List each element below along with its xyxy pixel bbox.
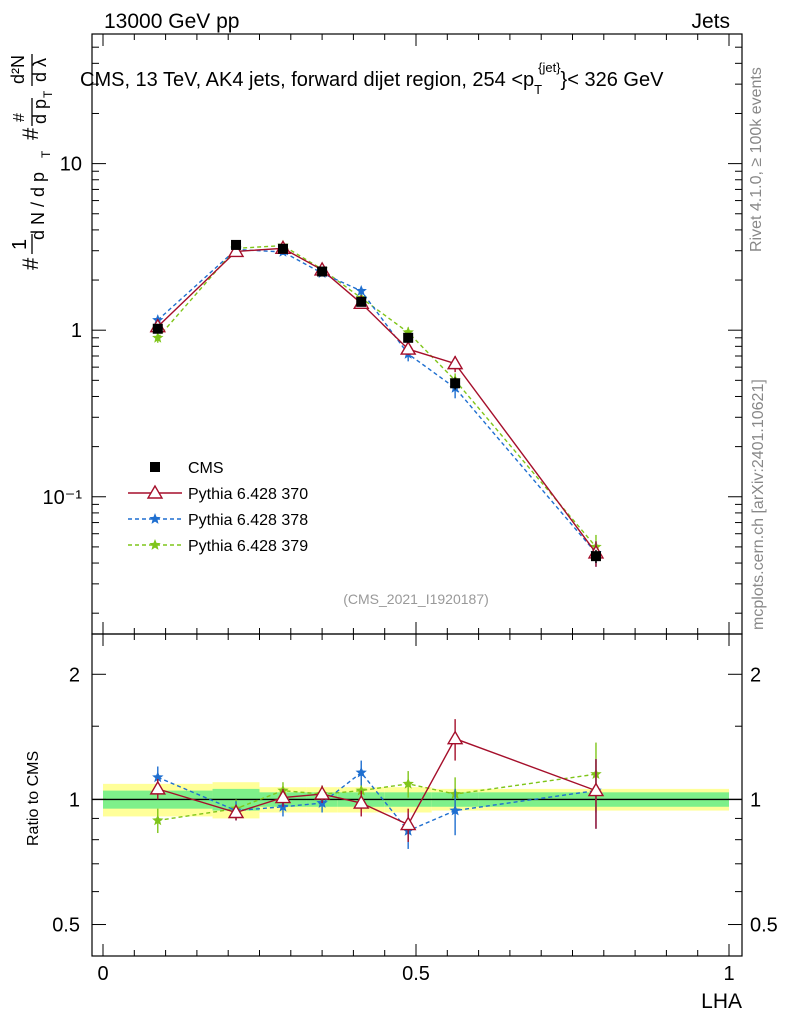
legend-label-p378: Pythia 6.428 378 — [188, 512, 308, 529]
point-data — [590, 551, 601, 562]
svg-text:d²N: d²N — [8, 55, 28, 84]
point-p378 — [355, 285, 367, 296]
y-tick-label: 1 — [71, 320, 82, 342]
point-data — [403, 332, 414, 343]
legend-label-p379: Pythia 6.428 379 — [188, 538, 308, 555]
rivet-label: Rivet 4.1.0, ≥ 100k events — [748, 67, 765, 252]
ratio-tick-label-left: 2 — [69, 664, 80, 686]
ratio-tick-label-left: 0.5 — [52, 915, 80, 937]
x-tick-label: 0.5 — [402, 963, 430, 985]
legend-entry-p378: Pythia 6.428 378 — [128, 512, 308, 529]
ratio-series-p370 — [149, 719, 605, 842]
plot-title: CMS, 13 TeV, AK4 jets, forward dijet reg… — [80, 60, 664, 97]
ratio-line-p379 — [157, 773, 597, 822]
y-axis-label-ratio: Ratio to CMS — [25, 751, 42, 846]
plot-title-sup: {jet} — [538, 60, 561, 75]
ratio-point-p379 — [152, 814, 164, 826]
plot-title-tail: }< 326 GeV — [561, 69, 665, 91]
ratio-point-p378 — [449, 804, 461, 816]
legend-marker-p370 — [146, 484, 164, 499]
svg-text:#: # — [18, 257, 43, 270]
legend-label-data: CMS — [188, 460, 224, 477]
point-p370 — [446, 355, 464, 370]
svg-text:T: T — [39, 150, 53, 158]
point-p379 — [152, 331, 164, 343]
legend-entry-p379: Pythia 6.428 379 — [128, 538, 308, 555]
ratio-line-p370 — [157, 737, 597, 826]
legend-marker-p378 — [149, 513, 161, 524]
y-tick-label: 10⁻¹ — [43, 487, 83, 509]
ratio-point-p378 — [152, 771, 164, 783]
ratio-point-p370 — [587, 782, 605, 797]
y-axis-label-top: # 1 d N / d p T # # d p T d²N d λ — [8, 54, 55, 270]
plot-title-sub: T — [534, 82, 542, 97]
ratio-point-p370 — [227, 804, 245, 819]
x-axis-label: LHA — [701, 990, 742, 1013]
x-tick-label: 0 — [97, 963, 108, 985]
series-line-p379 — [157, 244, 597, 548]
legend-entry-p370: Pythia 6.428 370 — [128, 484, 308, 503]
ratio-point-p379 — [402, 777, 414, 789]
svg-text:#: # — [18, 127, 43, 140]
ratio-point-p370 — [399, 816, 417, 831]
series-data — [152, 239, 601, 564]
ratio-tick-label-right: 1 — [750, 789, 761, 811]
legend-marker-data — [150, 462, 160, 472]
svg-text:#: # — [11, 113, 28, 122]
ratio-point-p370 — [149, 780, 166, 795]
ratio-tick-label-left: 1 — [69, 789, 80, 811]
header-right: Jets — [691, 10, 730, 33]
point-data — [277, 243, 288, 254]
legend-label-p370: Pythia 6.428 370 — [188, 486, 308, 503]
header-left: 13000 GeV pp — [104, 10, 239, 33]
ratio-point-p370 — [313, 785, 331, 800]
ratio-point-p370 — [446, 730, 464, 745]
svg-text:d N / d p: d N / d p — [28, 172, 48, 240]
point-p370 — [227, 243, 245, 258]
series-line-p378 — [157, 248, 597, 554]
svg-text:T: T — [41, 90, 55, 98]
x-tick-label: 1 — [723, 963, 734, 985]
ratio-point-p379 — [355, 784, 367, 796]
analysis-id: (CMS_2021_I1920187) — [343, 591, 489, 607]
legend-entry-data: CMS — [150, 460, 224, 477]
svg-text:d p: d p — [30, 99, 50, 124]
point-data — [231, 239, 242, 250]
svg-text:d λ: d λ — [30, 58, 50, 82]
ratio-frame — [91, 633, 743, 957]
series-line-p370 — [157, 247, 597, 554]
ratio-tick-label-right: 0.5 — [750, 915, 778, 937]
point-data — [450, 378, 461, 389]
ratio-point-p370 — [274, 789, 292, 804]
svg-text:1: 1 — [9, 239, 31, 250]
legend-marker-p379 — [149, 539, 161, 550]
y-tick-label: 10 — [60, 154, 82, 176]
point-data — [356, 296, 367, 307]
point-p370 — [399, 340, 417, 355]
ratio-point-p378 — [355, 766, 367, 778]
mcplots-label: mcplots.cern.ch [arXiv:2401.10621] — [750, 379, 767, 630]
point-data — [152, 323, 163, 334]
plot-title-main: CMS, 13 TeV, AK4 jets, forward dijet reg… — [80, 69, 534, 91]
ratio-point-p370 — [353, 794, 370, 809]
ratio-tick-label-right: 2 — [750, 664, 761, 686]
point-data — [317, 266, 328, 277]
